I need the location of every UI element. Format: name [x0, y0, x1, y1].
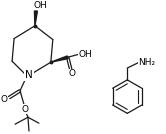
Text: OH: OH — [79, 50, 92, 59]
Polygon shape — [34, 11, 37, 26]
Text: NH₂: NH₂ — [139, 58, 156, 67]
Text: N: N — [25, 70, 33, 80]
Polygon shape — [51, 56, 68, 62]
Text: O: O — [22, 105, 29, 114]
Text: O: O — [68, 70, 75, 79]
Text: OH: OH — [33, 1, 47, 10]
Text: O: O — [1, 95, 8, 104]
